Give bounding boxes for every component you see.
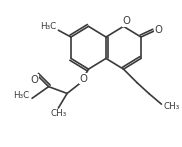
Text: O: O <box>30 75 38 85</box>
Text: H₃C: H₃C <box>40 22 56 31</box>
Text: CH₃: CH₃ <box>50 109 66 118</box>
Text: CH₃: CH₃ <box>163 102 180 111</box>
Text: O: O <box>155 25 163 35</box>
Text: O: O <box>80 74 88 84</box>
Text: O: O <box>122 16 130 26</box>
Text: H₃C: H₃C <box>13 91 29 100</box>
